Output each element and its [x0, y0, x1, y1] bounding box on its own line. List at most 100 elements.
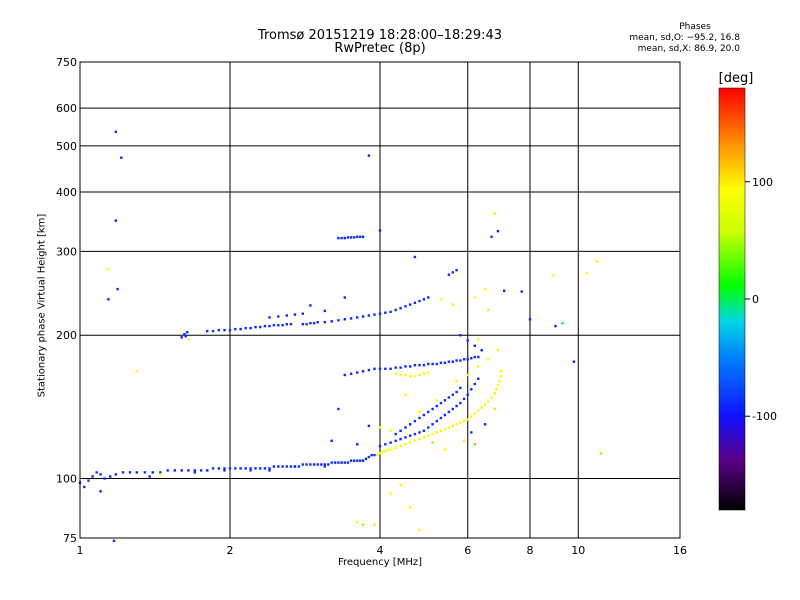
data-point: [409, 423, 412, 426]
data-point: [109, 475, 112, 478]
data-point: [431, 441, 434, 444]
data-point: [399, 437, 402, 441]
data-point: [289, 323, 293, 326]
data-point: [135, 370, 138, 373]
data-point: [439, 416, 443, 420]
data-point: [112, 539, 116, 542]
data-point: [451, 424, 454, 428]
data-point: [409, 434, 412, 437]
data-point: [87, 479, 90, 482]
data-point: [333, 461, 337, 464]
y-tick-label: 100: [56, 473, 77, 486]
data-point: [91, 475, 94, 478]
data-point: [301, 312, 304, 315]
data-point: [413, 419, 417, 423]
data-point: [520, 290, 523, 293]
data-point: [353, 459, 356, 462]
data-point: [473, 443, 476, 446]
data-point: [343, 236, 346, 240]
data-point: [249, 467, 252, 470]
data-point: [498, 380, 501, 383]
data-point: [470, 357, 473, 360]
data-point: [459, 421, 462, 424]
data-point: [435, 404, 438, 408]
data-point: [228, 328, 232, 332]
data-point: [323, 309, 326, 313]
data-point: [399, 429, 402, 432]
data-point: [346, 236, 350, 239]
data-point: [373, 367, 376, 370]
data-point: [361, 523, 365, 526]
data-point: [435, 362, 438, 366]
data-point: [211, 329, 215, 333]
data-point: [404, 365, 407, 368]
data-point: [477, 409, 480, 412]
data-point: [277, 315, 280, 318]
data-point: [493, 407, 496, 411]
data-point: [473, 382, 476, 386]
data-point: [443, 399, 447, 402]
data-point: [116, 287, 119, 291]
data-point: [323, 465, 326, 468]
data-point: [356, 520, 359, 524]
data-point: [443, 361, 447, 364]
data-point: [451, 303, 454, 306]
data-point: [455, 404, 458, 408]
data-point: [378, 452, 382, 455]
data-point: [309, 463, 312, 466]
data-point: [443, 448, 447, 451]
data-point: [272, 324, 276, 327]
data-point: [239, 327, 242, 331]
data-point: [259, 325, 262, 329]
data-point: [206, 329, 209, 333]
data-point: [404, 436, 407, 439]
data-point: [263, 467, 267, 470]
data-point: [367, 424, 371, 428]
chart-subtitle: RwPretec (8p): [334, 41, 426, 56]
data-point: [404, 426, 407, 429]
data-point: [268, 316, 271, 319]
data-point: [384, 367, 387, 370]
data-point: [418, 410, 421, 414]
data-point: [477, 355, 480, 359]
data-point: [180, 336, 183, 339]
data-point: [301, 463, 304, 466]
data-point: [455, 390, 458, 394]
data-point: [418, 364, 421, 367]
data-point: [389, 367, 392, 370]
data-point: [223, 469, 226, 472]
data-point: [316, 321, 319, 324]
data-point: [451, 407, 454, 411]
data-point: [496, 349, 500, 352]
data-point: [285, 314, 288, 317]
data-point: [459, 401, 462, 405]
data-point: [466, 393, 469, 396]
data-point: [487, 400, 490, 403]
data-point: [151, 471, 154, 474]
data-point: [473, 412, 476, 415]
plot-frame: [79, 61, 681, 539]
data-point: [378, 444, 382, 448]
y-tick-label: 300: [56, 245, 77, 258]
data-point: [418, 373, 421, 377]
data-point: [234, 467, 237, 470]
data-point: [495, 388, 498, 391]
data-point: [413, 301, 417, 304]
data-point: [135, 471, 138, 474]
data-point: [107, 267, 110, 270]
data-point: [376, 453, 379, 457]
data-point: [148, 475, 151, 478]
data-point: [337, 236, 340, 240]
data-point: [254, 325, 257, 329]
data-point: [439, 401, 443, 405]
data-point: [487, 358, 490, 361]
data-point: [447, 426, 451, 429]
data-point: [293, 465, 297, 468]
data-point: [337, 461, 340, 464]
data-point: [394, 366, 397, 369]
data-point: [413, 364, 417, 367]
data-point: [239, 467, 242, 470]
data-point: [367, 455, 371, 459]
data-point: [356, 443, 359, 446]
data-point: [356, 459, 359, 462]
